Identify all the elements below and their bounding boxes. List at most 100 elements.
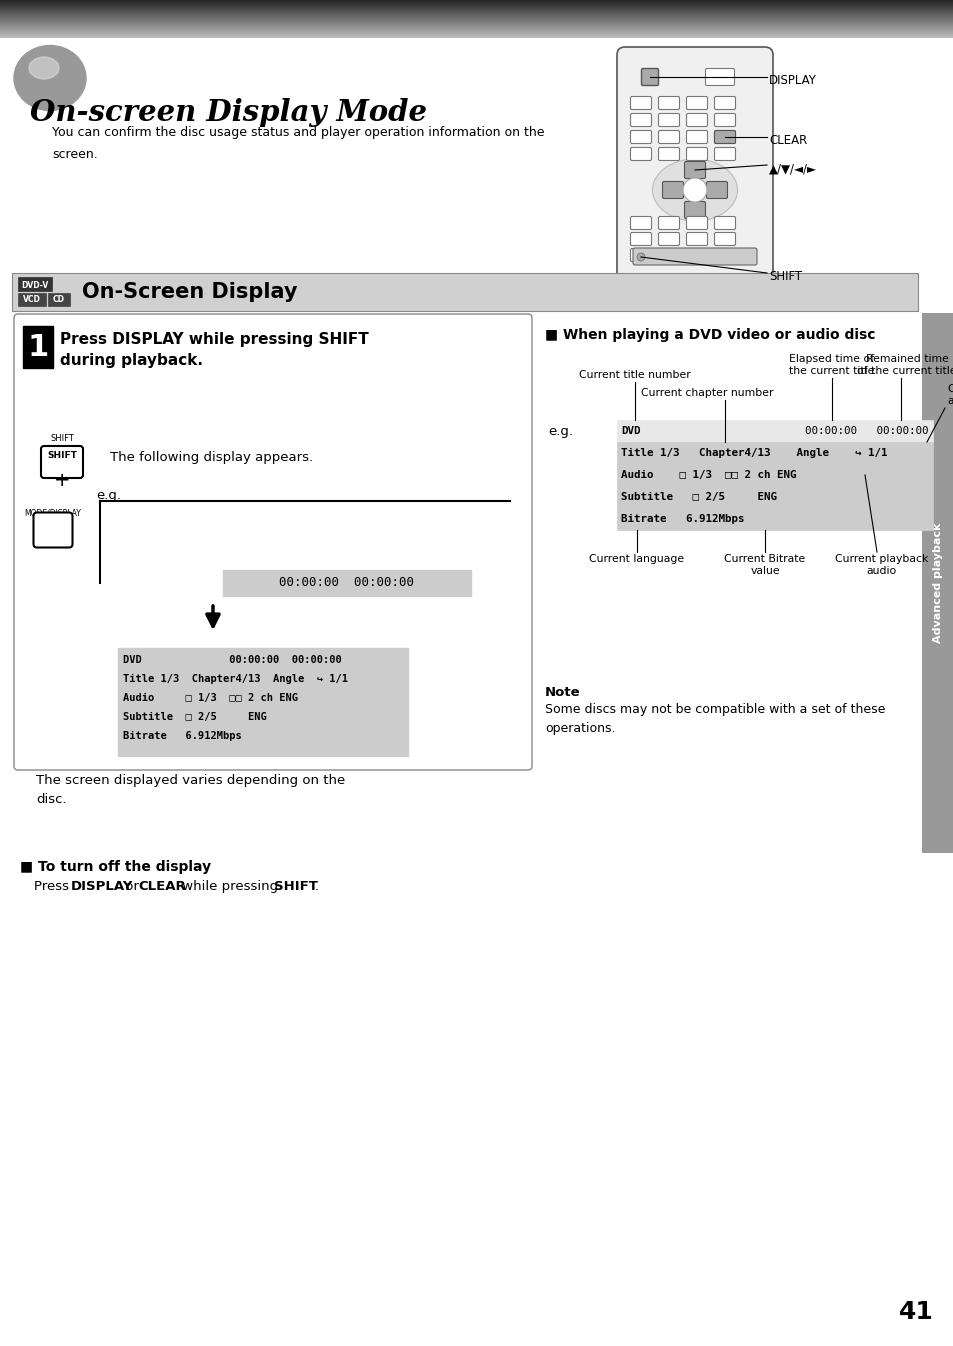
FancyBboxPatch shape [658,249,679,261]
Bar [48,293,70,306]
Text: Note: Note [544,686,580,699]
FancyBboxPatch shape [658,233,679,245]
Text: SHIFT: SHIFT [768,271,801,284]
FancyBboxPatch shape [684,202,705,218]
Text: Elapsed time of
the current title: Elapsed time of the current title [788,354,874,376]
Text: SHIFT: SHIFT [274,880,317,892]
FancyBboxPatch shape [714,217,735,230]
Text: Subtitle  □ 2/5     ENG: Subtitle □ 2/5 ENG [123,712,267,721]
Text: DVD: DVD [620,425,639,436]
FancyBboxPatch shape [658,97,679,109]
FancyBboxPatch shape [714,148,735,160]
Text: Subtitle   □ 2/5     ENG: Subtitle □ 2/5 ENG [620,493,776,502]
Text: Current chapter number: Current chapter number [640,388,773,398]
FancyBboxPatch shape [617,47,772,285]
Bar [617,507,932,530]
Bar [921,314,953,853]
Text: +: + [53,471,71,490]
FancyBboxPatch shape [714,131,735,144]
Text: The screen displayed varies depending on the
disc.: The screen displayed varies depending on… [36,774,345,806]
Bar [18,277,52,291]
FancyBboxPatch shape [686,113,707,127]
Circle shape [637,253,644,261]
Text: .: . [314,880,319,892]
Text: You can confirm the disc usage status and player operation information on the
sc: You can confirm the disc usage status an… [52,127,544,162]
FancyBboxPatch shape [714,131,735,144]
Text: CLEAR: CLEAR [138,880,186,892]
Text: Bitrate   6.912Mbps: Bitrate 6.912Mbps [123,731,241,742]
FancyBboxPatch shape [630,148,651,160]
FancyBboxPatch shape [686,131,707,144]
Text: SHIFT: SHIFT [47,451,77,459]
Bar [223,569,471,596]
Text: DVD              00:00:00  00:00:00: DVD 00:00:00 00:00:00 [123,656,341,665]
Text: Bitrate   6.912Mbps: Bitrate 6.912Mbps [620,514,743,524]
FancyBboxPatch shape [661,182,682,198]
FancyBboxPatch shape [658,148,679,160]
Bar [18,293,46,306]
FancyBboxPatch shape [706,182,727,198]
Text: Press DISPLAY while pressing SHIFT
during playback.: Press DISPLAY while pressing SHIFT durin… [60,332,369,367]
FancyBboxPatch shape [630,97,651,109]
Text: Current language: Current language [589,555,684,564]
FancyBboxPatch shape [686,249,707,261]
Bar [617,486,932,507]
FancyBboxPatch shape [658,217,679,230]
Bar [12,273,917,311]
Text: Audio     □ 1/3  □□ 2 ch ENG: Audio □ 1/3 □□ 2 ch ENG [123,693,297,703]
Bar [118,647,408,756]
Text: ■ When playing a DVD video or audio disc: ■ When playing a DVD video or audio disc [544,328,875,342]
Ellipse shape [652,159,737,221]
FancyBboxPatch shape [630,131,651,144]
Text: The following display appears.: The following display appears. [110,451,313,464]
Text: while pressing: while pressing [178,880,282,892]
FancyBboxPatch shape [658,131,679,144]
Text: DVD-V: DVD-V [21,280,49,289]
Text: Current title number: Current title number [578,370,690,380]
Text: ■ To turn off the display: ■ To turn off the display [20,860,211,874]
FancyBboxPatch shape [630,249,651,261]
Text: Remained time
of the current title: Remained time of the current title [857,354,953,376]
Bar [617,441,932,464]
Text: Camera
angle: Camera angle [946,384,953,406]
Text: SHIFT: SHIFT [50,433,74,443]
Bar [617,420,932,441]
Circle shape [682,178,706,202]
FancyBboxPatch shape [705,69,734,86]
Text: CD: CD [53,296,65,304]
FancyBboxPatch shape [658,113,679,127]
FancyBboxPatch shape [686,97,707,109]
Text: Current playback
audio: Current playback audio [835,555,927,576]
Text: DISPLAY: DISPLAY [71,880,133,892]
Ellipse shape [14,46,86,110]
Bar [12,273,917,311]
Text: Press: Press [34,880,73,892]
Text: 00:00:00  00:00:00: 00:00:00 00:00:00 [279,576,414,590]
FancyBboxPatch shape [630,233,651,245]
Text: Current Bitrate
value: Current Bitrate value [723,555,804,576]
Text: 00:00:00   00:00:00: 00:00:00 00:00:00 [804,425,928,436]
Text: 1: 1 [28,334,49,362]
FancyBboxPatch shape [684,162,705,179]
FancyBboxPatch shape [686,233,707,245]
FancyBboxPatch shape [41,446,83,478]
Text: ▲/▼/◄/►: ▲/▼/◄/► [768,163,816,175]
Text: MODE/DISPLAY: MODE/DISPLAY [25,507,81,517]
Text: Title 1/3  Chapter4/13  Angle  ↪ 1/1: Title 1/3 Chapter4/13 Angle ↪ 1/1 [123,674,348,684]
FancyBboxPatch shape [714,113,735,127]
Text: Some discs may not be compatible with a set of these
operations.: Some discs may not be compatible with a … [544,703,884,735]
FancyBboxPatch shape [686,217,707,230]
FancyBboxPatch shape [630,113,651,127]
Text: Audio    □ 1/3  □□ 2 ch ENG: Audio □ 1/3 □□ 2 ch ENG [620,470,796,481]
Bar [23,326,53,367]
FancyBboxPatch shape [714,97,735,109]
Bar [617,464,932,486]
Text: On-screen Display Mode: On-screen Display Mode [30,98,427,127]
Text: VCD: VCD [23,296,41,304]
FancyBboxPatch shape [633,248,757,265]
FancyBboxPatch shape [630,217,651,230]
Text: e.g.: e.g. [547,424,573,437]
Text: e.g.: e.g. [96,490,121,502]
Text: 41: 41 [898,1300,932,1324]
Text: Advanced playback: Advanced playback [932,522,942,643]
